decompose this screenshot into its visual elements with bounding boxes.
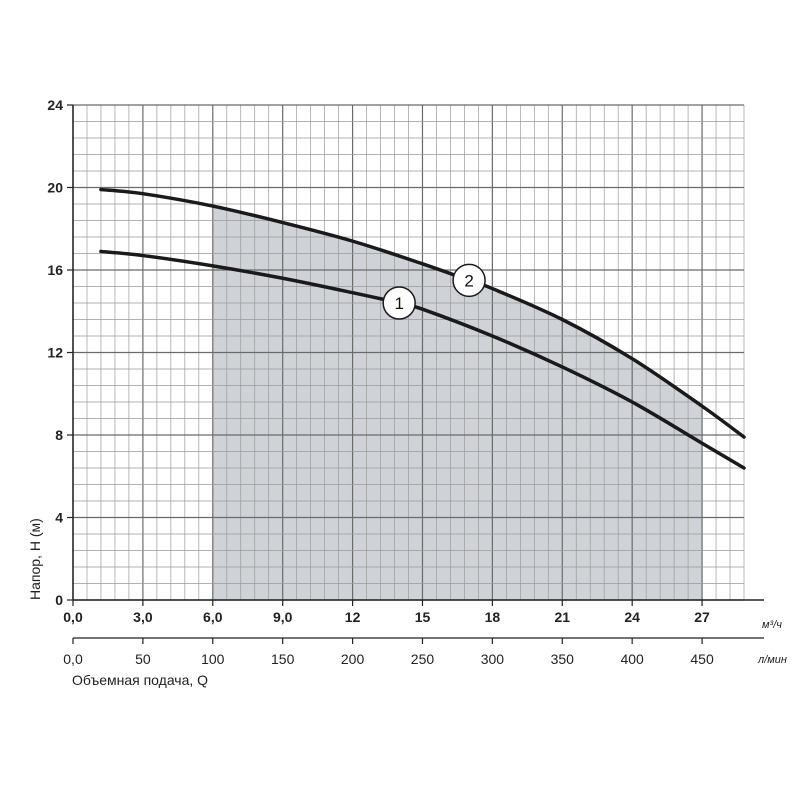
x-tick-label-secondary: 400 (620, 651, 644, 667)
x-tick-label-primary: 0,0 (63, 609, 83, 625)
x-tick-label-secondary: 350 (551, 651, 575, 667)
x-tick-label-primary: 12 (345, 609, 361, 625)
x-tick-label-secondary: 100 (201, 651, 225, 667)
x-tick-label-primary: 21 (554, 609, 570, 625)
x-tick-label-secondary: 450 (690, 651, 714, 667)
grid (72, 104, 745, 601)
x-unit-secondary: л/мин (757, 654, 787, 666)
x-tick-label-secondary: 150 (271, 651, 295, 667)
x-tick-label-primary: 15 (415, 609, 431, 625)
x-tick-label-secondary: 50 (135, 651, 151, 667)
x-axis-title: Объемная подача, Q (72, 672, 208, 688)
x-tick-label-secondary: 0,0 (63, 651, 83, 667)
x-tick-label-secondary: 250 (411, 651, 435, 667)
y-tick-label: 20 (47, 180, 63, 196)
x-tick-label-primary: 9,0 (273, 609, 293, 625)
axes (67, 104, 764, 644)
working-range-shading (212, 206, 703, 600)
curve-marker-label-1: 1 (394, 294, 403, 313)
x-tick-label-secondary: 200 (341, 651, 365, 667)
x-tick-label-primary: 18 (485, 609, 501, 625)
x-unit-primary: м³/ч (762, 619, 782, 631)
curve-marker-1 (382, 286, 416, 320)
x-tick-label-secondary: 300 (481, 651, 505, 667)
y-tick-label: 12 (47, 345, 63, 361)
curve-markers: 12 (382, 263, 486, 320)
y-tick-label: 0 (55, 592, 63, 608)
y-tick-label: 4 (55, 510, 63, 526)
x-tick-label-primary: 3,0 (133, 609, 153, 625)
curve-marker-label-2: 2 (464, 271, 473, 290)
x-tick-label-primary: 6,0 (203, 609, 223, 625)
y-tick-label: 8 (55, 427, 63, 443)
curve-marker-2 (452, 263, 486, 298)
working-range-area (212, 206, 703, 600)
x-tick-label-primary: 24 (624, 609, 640, 625)
x-tick-label-primary: 27 (694, 609, 710, 625)
curve-2 (99, 187, 746, 439)
y-axis-title: Напор, H (м) (27, 518, 43, 600)
y-tick-label: 16 (47, 262, 63, 278)
y-tick-label: 24 (47, 97, 63, 113)
